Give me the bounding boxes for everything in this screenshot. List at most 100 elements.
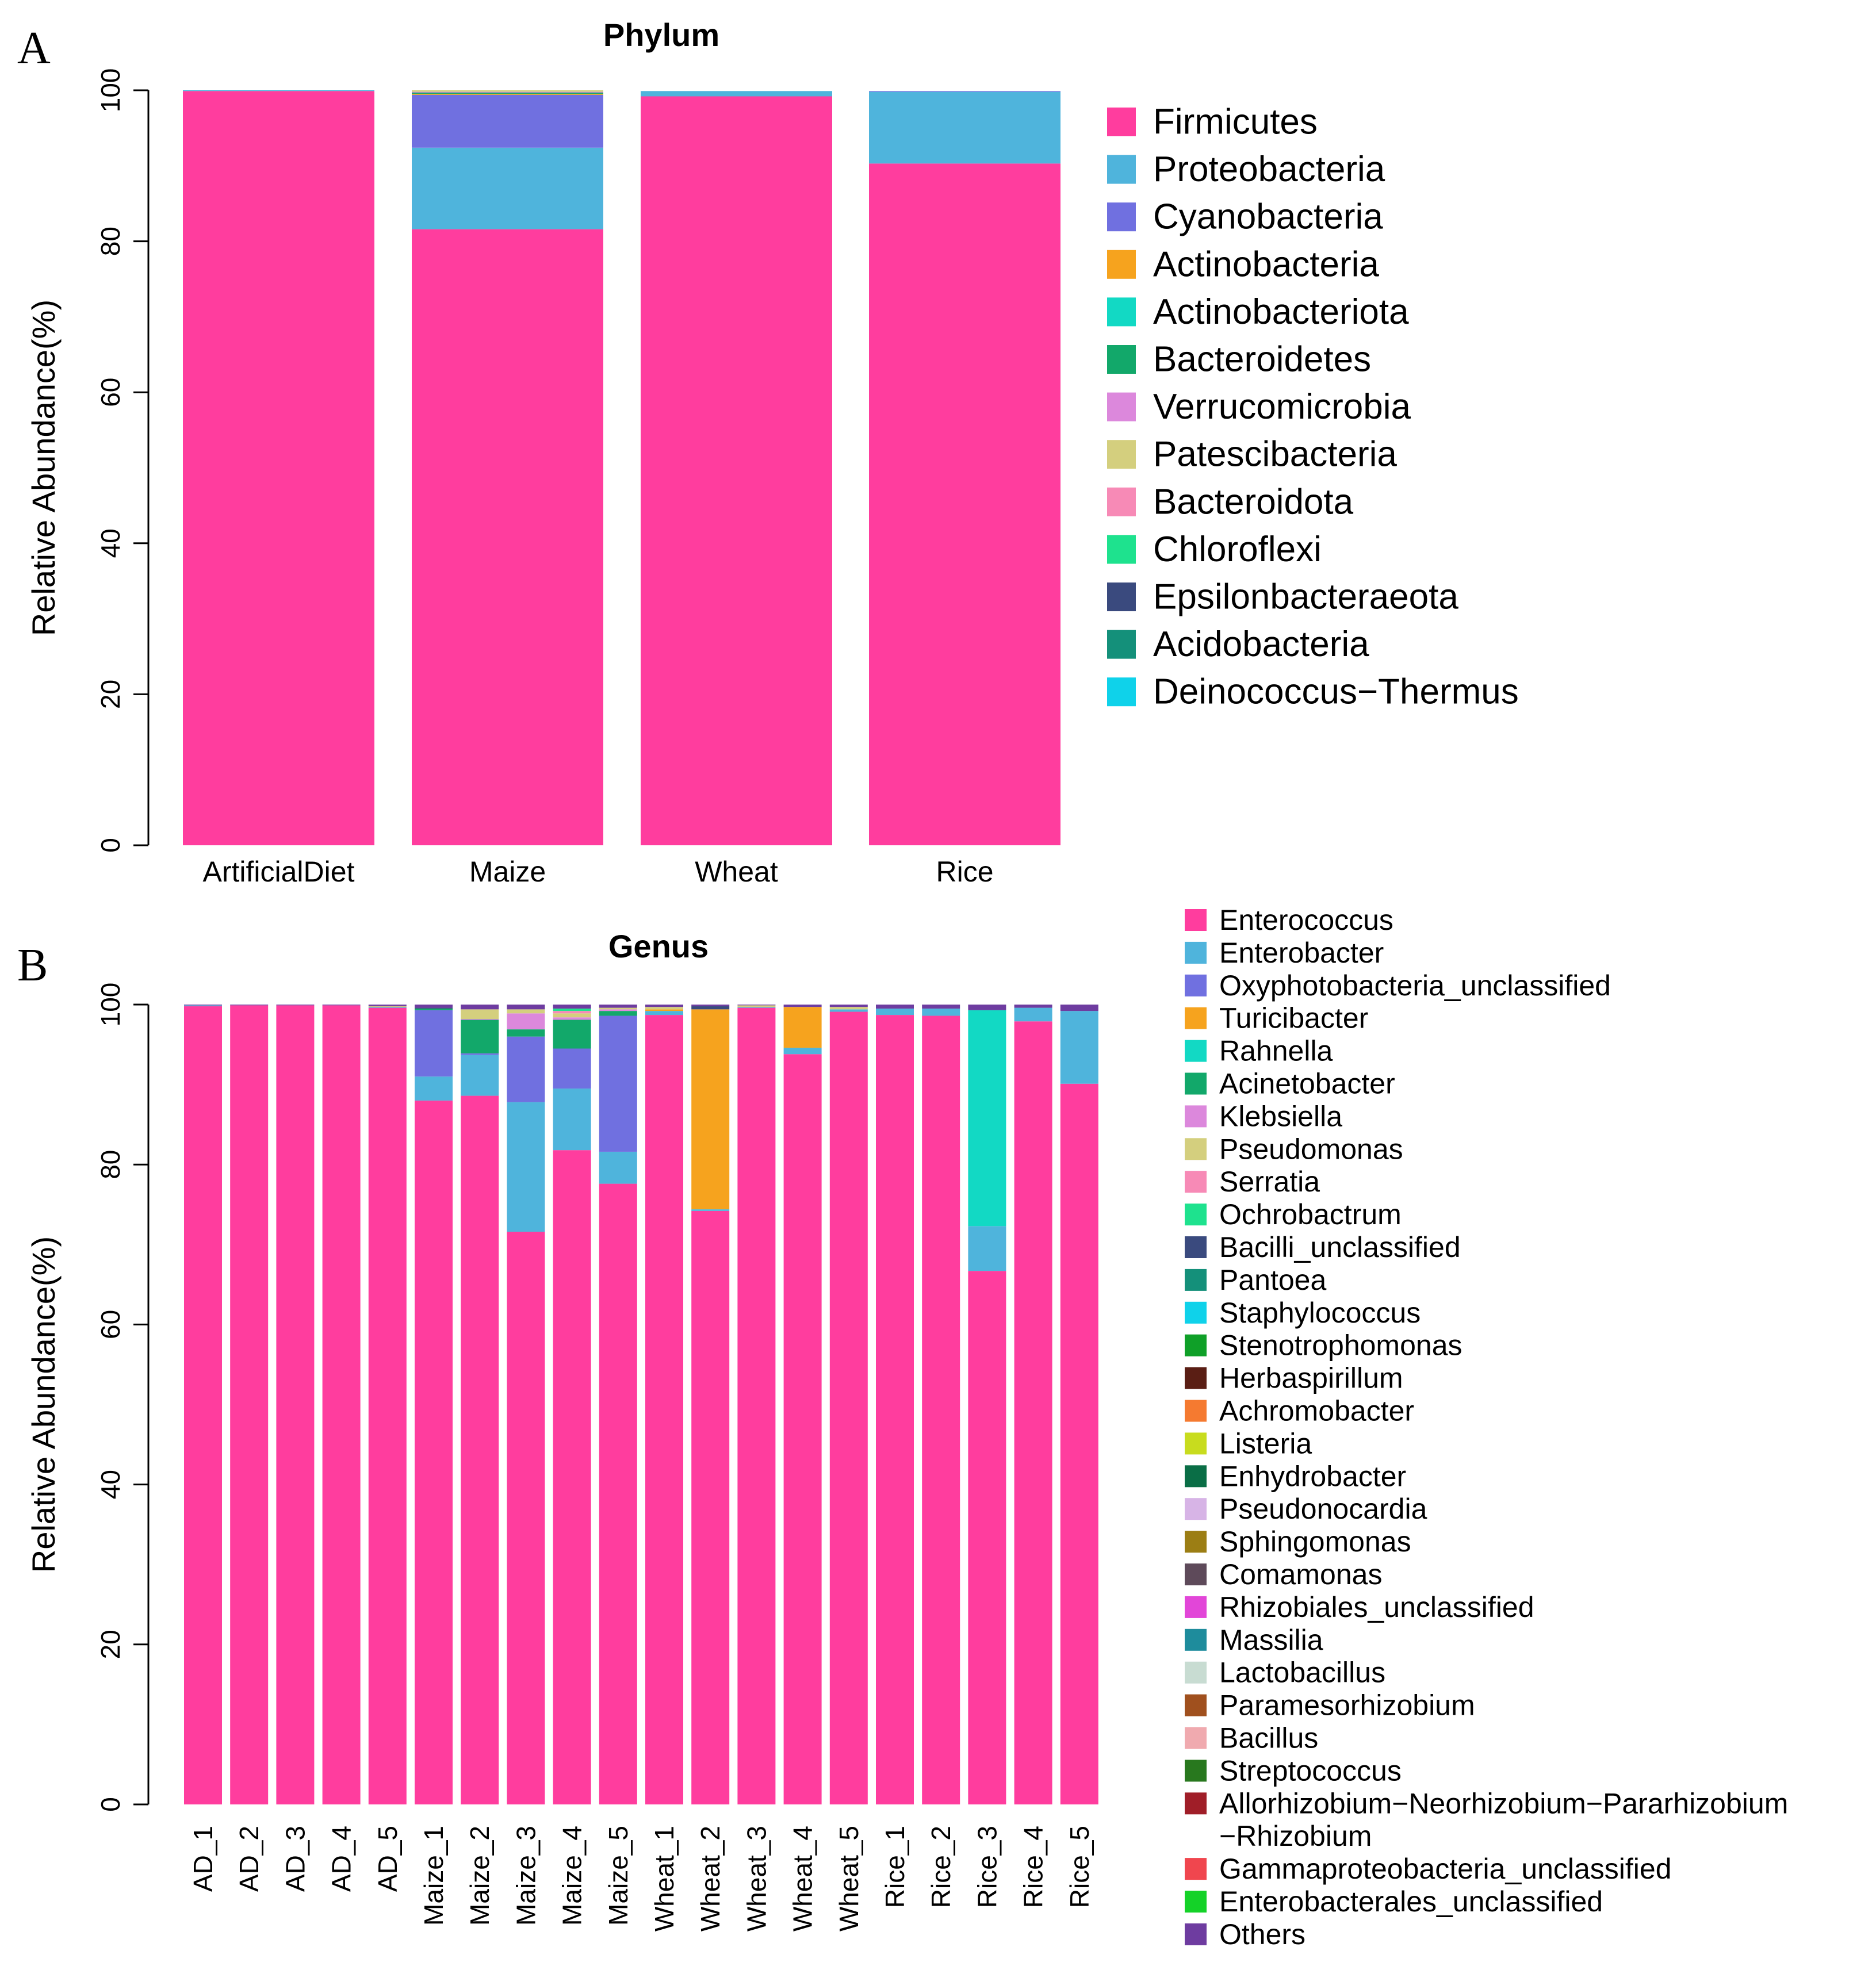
bar-segment-maize-2-enterococcus xyxy=(461,1095,499,1804)
legend-label-bacillus: Bacillus xyxy=(1219,1722,1318,1754)
legend-label-verrucomicrobia: Verrucomicrobia xyxy=(1153,387,1411,427)
legend-swatch-serratia xyxy=(1185,1171,1207,1193)
bar-segment-wheat-2-enterobacter xyxy=(691,1209,730,1211)
bar-segment-rice-4-enterobacter xyxy=(1014,1007,1052,1022)
bar-segment-maize-bacteroidetes xyxy=(412,92,603,94)
y-tick-label: 80 xyxy=(95,227,125,256)
bar-segment-maize-4-pseudomonas xyxy=(553,1013,591,1018)
legend-label-lactobacillus: Lactobacillus xyxy=(1219,1657,1385,1689)
bar-segment-maize-4-serratia xyxy=(553,1011,591,1014)
bar-segment-maize-1-enterobacter xyxy=(415,1076,453,1101)
legend-swatch-staphylococcus xyxy=(1185,1301,1207,1324)
legend-swatch-pseudomonas xyxy=(1185,1138,1207,1160)
bar-segment-artificialdiet-proteobacteria xyxy=(183,90,374,91)
bar-segment-wheat-1-enterococcus xyxy=(645,1015,683,1804)
bar-segment-maize-5-enterococcus xyxy=(599,1183,637,1804)
bar-segment-wheat-1-turicibacter xyxy=(645,1009,683,1011)
bar-segment-maize-2-klebsiella xyxy=(461,1019,499,1020)
x-tick-label: Rice xyxy=(936,856,993,888)
bar-segment-rice-5-enterococcus xyxy=(1060,1083,1098,1804)
legend-label-enterobacter: Enterobacter xyxy=(1219,937,1384,969)
bar-segment-maize-4-acinetobacter xyxy=(553,1020,591,1049)
bar-segment-rice-2-others xyxy=(922,1005,960,1009)
legend-label-turicibacter: Turicibacter xyxy=(1219,1002,1368,1034)
bar-segment-maize-verrucomicrobia xyxy=(412,91,603,93)
legend-label-pseudonocardia: Pseudonocardia xyxy=(1219,1493,1427,1525)
bar-segment-maize-cyanobacteria xyxy=(412,94,603,148)
x-tick-label: Maize_5 xyxy=(603,1826,633,1926)
legend-swatch-comamonas xyxy=(1185,1563,1207,1585)
x-tick-label: Rice_5 xyxy=(1065,1826,1094,1908)
legend-swatch-enterobacter xyxy=(1185,941,1207,964)
y-tick-label: 40 xyxy=(95,528,125,558)
bar-segment-ad-4-enterococcus xyxy=(322,1005,361,1804)
y-tick-label: 20 xyxy=(95,680,125,709)
bar-segment-maize-4-others xyxy=(553,1005,591,1009)
legend-swatch-acinetobacter xyxy=(1185,1072,1207,1095)
x-tick-label: Wheat_1 xyxy=(649,1826,679,1931)
bar-segment-maize-1-enterococcus xyxy=(415,1100,453,1804)
x-tick-label: Wheat_2 xyxy=(695,1826,725,1931)
bar-segment-maize-5-others xyxy=(599,1005,637,1008)
bar-segment-maize-5-enterobacter xyxy=(599,1151,637,1184)
bar-segment-rice-3-enterobacter xyxy=(968,1226,1006,1271)
legend-label-actinobacteria: Actinobacteria xyxy=(1153,244,1379,284)
legend-label-pantoea: Pantoea xyxy=(1219,1264,1326,1296)
bar-segment-maize-3-enterobacter xyxy=(507,1102,545,1232)
bar-segment-wheat-4-others xyxy=(783,1005,822,1007)
bar-segment-ad-3-enterococcus xyxy=(276,1005,315,1804)
bar-segment-wheat-4-turicibacter xyxy=(783,1007,822,1048)
bar-segment-ad-5-others xyxy=(368,1005,407,1006)
bar-segment-rice-3-enterococcus xyxy=(968,1271,1006,1804)
legend: Firmicutes Proteobacteria Cyanobacteria Act… xyxy=(1107,102,1519,712)
legend-swatch-cyanobacteria xyxy=(1107,202,1136,232)
bar-segment-rice-2-enterococcus xyxy=(922,1015,960,1804)
legend-swatch-massilia xyxy=(1185,1628,1207,1651)
legend-label-rahnella: Rahnella xyxy=(1219,1035,1333,1067)
bar-segment-maize-5-oxyphotobacteria-unclassified xyxy=(599,1015,637,1152)
bar-segment-maize-1-oxyphotobacteria-unclassified xyxy=(415,1010,453,1077)
bar-segment-ad-2-enterococcus xyxy=(230,1005,269,1804)
panel-label-a: A xyxy=(17,23,51,74)
legend-swatch-enhydrobacter xyxy=(1185,1465,1207,1488)
legend-label-listeria: Listeria xyxy=(1219,1427,1312,1459)
legend-label-allorhizobium-neorhizobium-pararhizobium-line2: −Rhizobium xyxy=(1219,1820,1372,1852)
bar-segment-maize-proteobacteria xyxy=(412,147,603,229)
x-tick-label: Maize_2 xyxy=(465,1826,495,1926)
legend-label-enterococcus: Enterococcus xyxy=(1219,904,1393,936)
legend-swatch-pseudonocardia xyxy=(1185,1498,1207,1520)
legend-swatch-listeria xyxy=(1185,1432,1207,1455)
legend-swatch-patescibacteria xyxy=(1107,440,1136,469)
bar-segment-rice-firmicutes xyxy=(869,163,1060,846)
x-tick-label: AD_5 xyxy=(373,1826,403,1892)
legend-swatch-turicibacter xyxy=(1185,1007,1207,1029)
legend-label-paramesorhizobium: Paramesorhizobium xyxy=(1219,1689,1475,1722)
bar-segment-maize-1-acinetobacter xyxy=(415,1008,453,1010)
bar-segment-wheat-1-pseudomonas xyxy=(645,1007,683,1010)
legend-label-deinococcus-thermus: Deinococcus−Thermus xyxy=(1153,672,1519,712)
legend-label-massilia: Massilia xyxy=(1219,1624,1323,1656)
legend-swatch-epsilonbacteraeota xyxy=(1107,582,1136,611)
bar-segment-wheat-2-bacilli-unclassified xyxy=(691,1006,730,1010)
x-tick-label: Rice_4 xyxy=(1019,1826,1048,1908)
bar-segment-rice-4-enterococcus xyxy=(1014,1021,1052,1804)
bar-segment-wheat-1-enterobacter xyxy=(645,1011,683,1015)
y-tick-label: 60 xyxy=(95,378,125,407)
legend-swatch-allorhizobium-neorhizobium-pararhizobium xyxy=(1185,1792,1207,1815)
bar-segment-maize-4-oxyphotobacteria-unclassified xyxy=(553,1048,591,1089)
legend-label-allorhizobium-neorhizobium-pararhizobium: Allorhizobium−Neorhizobium−Pararhizobium xyxy=(1219,1787,1788,1819)
bar-segment-maize-3-enterococcus xyxy=(507,1232,545,1804)
legend-label-firmicutes: Firmicutes xyxy=(1153,102,1318,142)
legend-label-rhizobiales-unclassified: Rhizobiales_unclassified xyxy=(1219,1591,1534,1623)
x-tick-label: AD_2 xyxy=(234,1826,264,1892)
legend-label-bacteroidetes: Bacteroidetes xyxy=(1153,340,1371,380)
x-tick-label: Rice_1 xyxy=(880,1826,910,1908)
bar-segment-wheat-3-pseudomonas xyxy=(737,1005,776,1007)
legend-swatch-klebsiella xyxy=(1185,1105,1207,1128)
y-tick-label: 60 xyxy=(95,1310,125,1339)
legend-swatch-bacteroidota xyxy=(1107,487,1136,516)
x-tick-label: Wheat xyxy=(695,856,778,888)
bar-segment-wheat-2-enterococcus xyxy=(691,1210,730,1804)
legend-label-sphingomonas: Sphingomonas xyxy=(1219,1526,1411,1558)
y-tick-label: 0 xyxy=(95,838,125,853)
